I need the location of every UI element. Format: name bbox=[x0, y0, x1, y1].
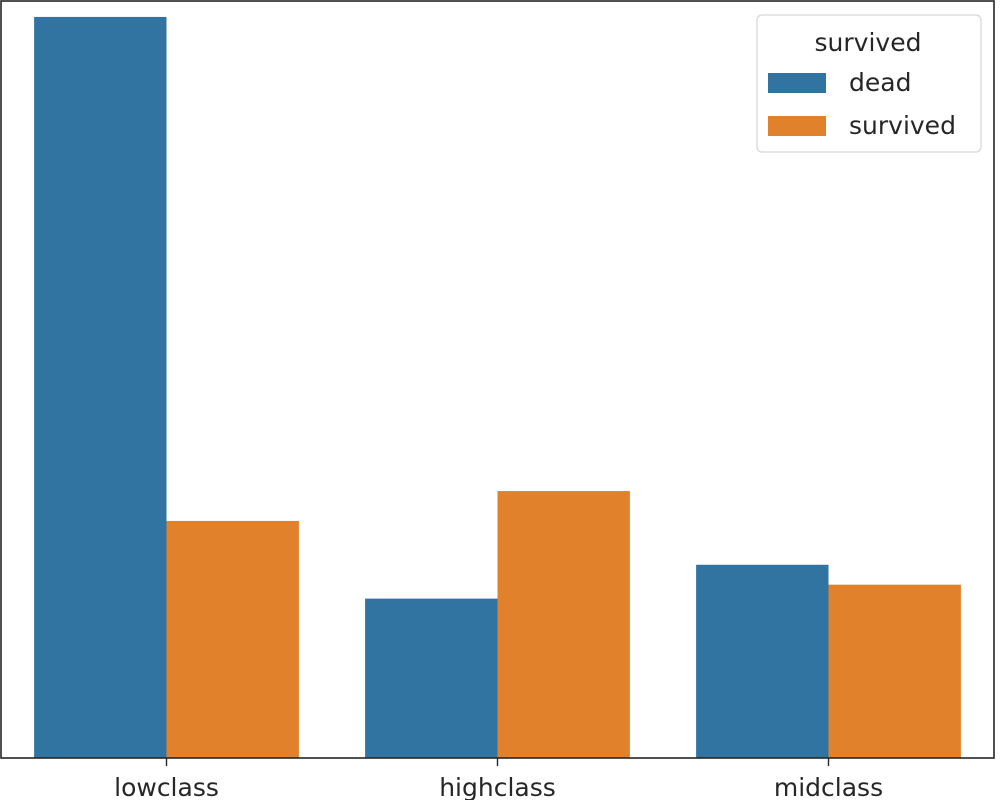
legend-swatch-survived bbox=[768, 116, 826, 136]
bar-midclass-survived bbox=[828, 584, 961, 758]
legend-swatch-dead bbox=[768, 73, 826, 93]
bars-layer bbox=[34, 16, 961, 758]
bar-midclass-dead bbox=[696, 564, 829, 758]
bar-highclass-dead bbox=[365, 598, 498, 758]
legend-label-dead: dead bbox=[849, 68, 911, 97]
x-axis-ticks: lowclass highclass midclass bbox=[114, 758, 883, 800]
x-tick-label-lowclass: lowclass bbox=[114, 773, 219, 800]
legend: survived dead survived bbox=[756, 14, 982, 153]
x-tick-label-highclass: highclass bbox=[439, 773, 556, 800]
bar-highclass-survived bbox=[497, 491, 630, 758]
bar-lowclass-dead bbox=[34, 16, 167, 758]
bar-lowclass-survived bbox=[166, 520, 299, 758]
legend-title: survived bbox=[815, 28, 922, 57]
legend-label-survived: survived bbox=[849, 111, 956, 140]
x-tick-label-midclass: midclass bbox=[774, 773, 883, 800]
plot-frame bbox=[0, 0, 995, 759]
